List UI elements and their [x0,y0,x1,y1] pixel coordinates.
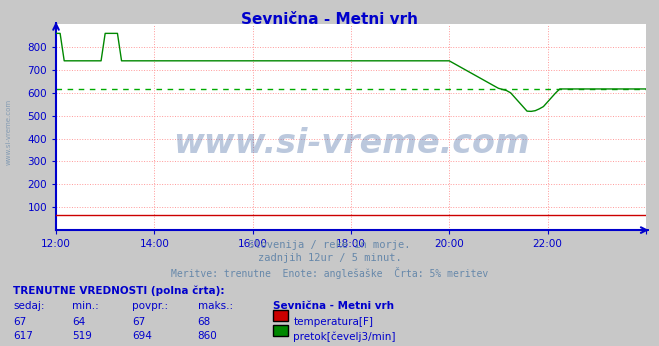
Text: povpr.:: povpr.: [132,301,168,311]
Text: maks.:: maks.: [198,301,233,311]
Text: 694: 694 [132,331,152,342]
Text: 617: 617 [13,331,33,342]
Text: zadnjih 12ur / 5 minut.: zadnjih 12ur / 5 minut. [258,253,401,263]
Text: Sevnična - Metni vrh: Sevnična - Metni vrh [273,301,395,311]
Text: pretok[čevelj3/min]: pretok[čevelj3/min] [293,331,396,342]
Text: 68: 68 [198,317,211,327]
Text: 67: 67 [132,317,145,327]
Text: min.:: min.: [72,301,100,311]
Text: Meritve: trenutne  Enote: anglešaške  Črta: 5% meritev: Meritve: trenutne Enote: anglešaške Črta… [171,267,488,279]
Text: 67: 67 [13,317,26,327]
Text: sedaj:: sedaj: [13,301,45,311]
Text: www.si-vreme.com: www.si-vreme.com [173,127,529,160]
Text: www.si-vreme.com: www.si-vreme.com [5,98,11,165]
Text: 64: 64 [72,317,86,327]
Text: 860: 860 [198,331,217,342]
Text: 519: 519 [72,331,92,342]
Text: temperatura[F]: temperatura[F] [293,317,373,327]
Text: Slovenija / reke in morje.: Slovenija / reke in morje. [248,240,411,251]
Text: Sevnična - Metni vrh: Sevnična - Metni vrh [241,12,418,27]
Text: TRENUTNE VREDNOSTI (polna črta):: TRENUTNE VREDNOSTI (polna črta): [13,285,225,296]
